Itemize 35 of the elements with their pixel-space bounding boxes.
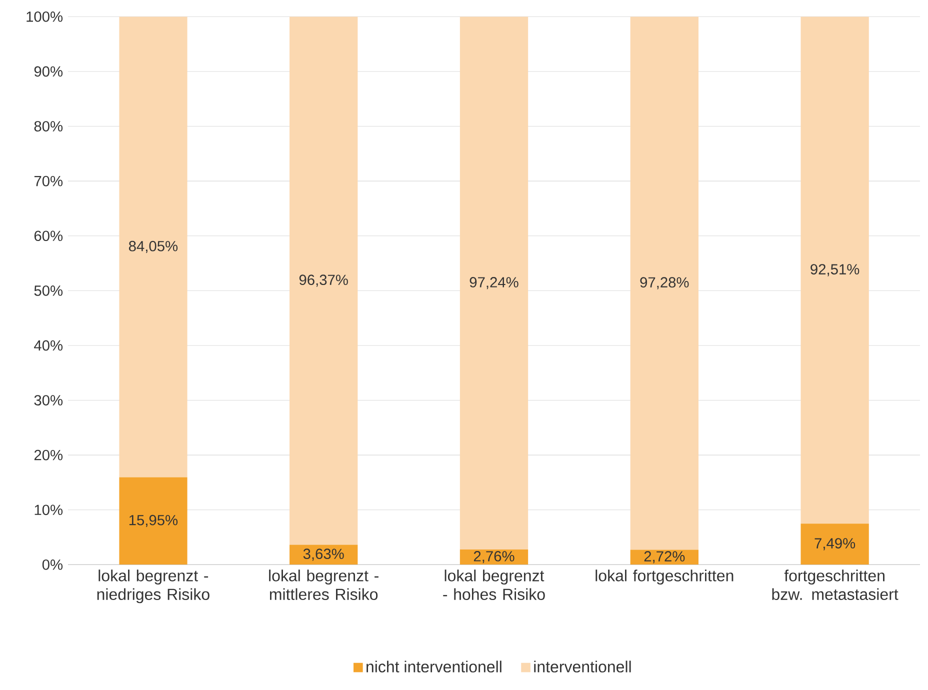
data-label: 84,05% <box>128 240 178 254</box>
legend-label: nicht interventionell <box>366 660 502 672</box>
bar <box>290 16 358 545</box>
y-tick-label: 100% <box>26 11 63 22</box>
bar <box>800 16 869 524</box>
data-label: 97,24% <box>470 277 518 290</box>
y-tick-label: 90% <box>34 66 63 77</box>
bar <box>630 16 698 550</box>
data-label: 15,95% <box>129 514 178 528</box>
y-tick-label: 20% <box>34 450 63 460</box>
data-label: 92,51% <box>810 264 860 276</box>
y-tick-label: 50% <box>34 285 63 296</box>
y-tick-label: 60% <box>34 230 63 242</box>
data-label: 2,76% <box>474 551 514 564</box>
y-tick-label: 0% <box>42 559 63 570</box>
y-tick-label: 40% <box>34 340 63 351</box>
x-tick-label: lokal begrenzt - niedriges Risiko <box>97 570 210 604</box>
bar <box>119 16 188 478</box>
y-tick-label: 30% <box>34 395 63 406</box>
bar <box>460 16 528 550</box>
y-tick-label: 80% <box>34 121 63 132</box>
data-label: 7,49% <box>814 538 856 550</box>
data-label: 97,28% <box>640 277 689 290</box>
y-tick-label: 10% <box>34 504 63 516</box>
x-tick-label: lokal begrenzt - hohes Risiko <box>443 570 545 600</box>
x-tick-label: fortgeschritten bzw. metastasiert <box>772 570 898 600</box>
data-label: 2,72% <box>644 551 685 564</box>
data-label: 96,37% <box>299 274 348 287</box>
bar <box>800 524 869 565</box>
x-tick-label: lokal begrenzt - mittleres Risiko <box>269 570 378 600</box>
data-label: 3,63% <box>303 548 344 561</box>
y-tick-label: 70% <box>34 176 63 186</box>
legend-label: interventionell <box>534 660 631 672</box>
x-tick-label: lokal fortgeschritten <box>596 570 734 585</box>
bar <box>119 477 188 565</box>
